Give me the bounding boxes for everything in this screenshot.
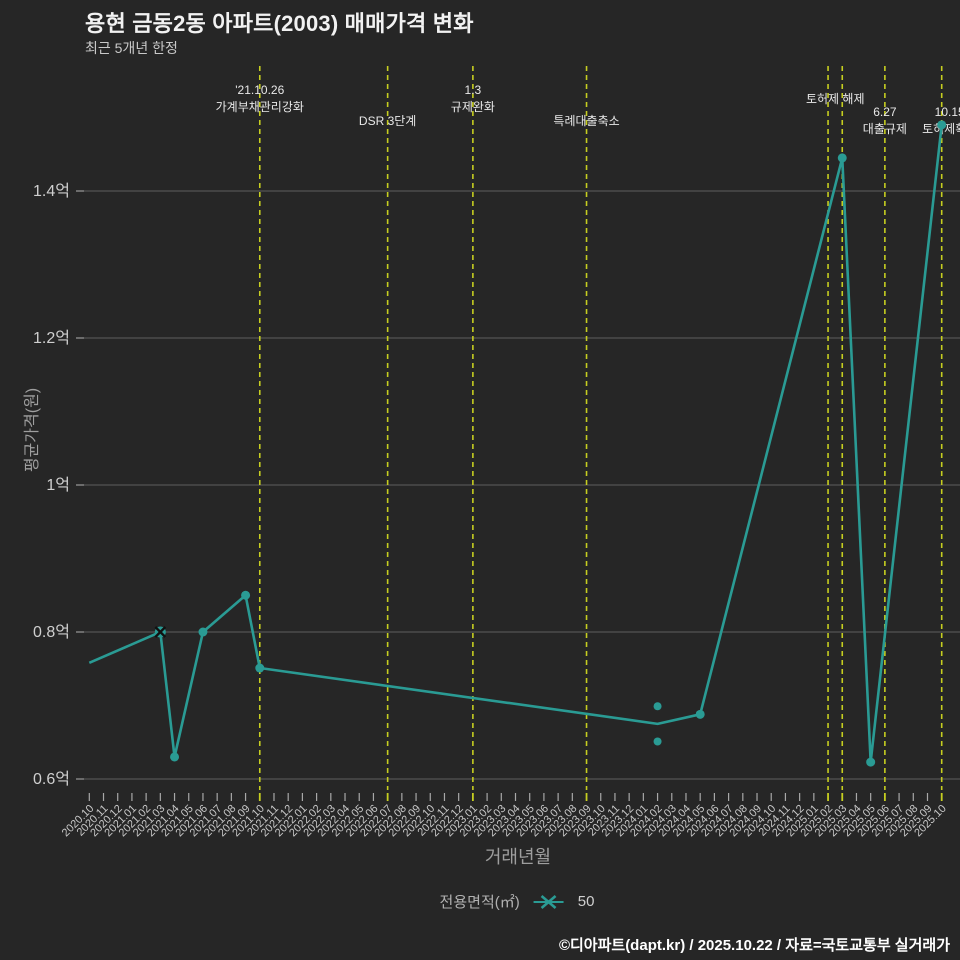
event-annotation: DSR 3단계: [359, 114, 416, 128]
event-annotation: 6.27: [873, 105, 897, 119]
chart-subtitle: 최근 5개년 한정: [85, 40, 178, 56]
legend-line-x-marker-icon: [533, 894, 564, 909]
y-tick-label: 1억: [46, 476, 70, 494]
y-tick-label: 1.2억: [33, 329, 70, 347]
series-line[interactable]: [88, 124, 943, 764]
data-point[interactable]: [837, 153, 847, 163]
x-axis-title: 거래년월: [484, 847, 552, 867]
legend-series-name: 50: [577, 893, 595, 910]
legend[interactable]: 전용면적(㎡) 50: [440, 891, 595, 912]
data-point[interactable]: [255, 663, 265, 673]
y-tick-label: 0.8억: [33, 623, 70, 641]
scatter-point[interactable]: [653, 737, 662, 746]
scatter-point[interactable]: [653, 702, 662, 711]
event-annotation: 규제완화: [451, 100, 495, 114]
event-annotation: 1.3: [465, 83, 482, 97]
y-tick-label: 0.6억: [33, 770, 70, 788]
page-title: 용현 금동2동 아파트(2003) 매매가격 변화: [85, 11, 474, 36]
event-annotation: 10.15: [935, 105, 960, 119]
data-point[interactable]: [866, 757, 876, 767]
event-annotation: 토허제 해제: [806, 92, 865, 106]
credit-footer: ©디아파트(dapt.kr) / 2025.10.22 / 자료=국토교통부 실…: [558, 937, 950, 954]
data-point[interactable]: [170, 752, 180, 762]
data-point[interactable]: [241, 590, 251, 600]
event-annotation: 대출규제: [863, 122, 907, 136]
event-annotation: 특례대출축소: [553, 114, 619, 128]
data-point[interactable]: [937, 120, 947, 130]
data-point[interactable]: [695, 709, 705, 719]
event-annotation: '21.10.26: [235, 83, 284, 97]
y-axis-title: 평균가격(원): [24, 387, 41, 473]
x-marker-icon: [154, 626, 167, 638]
y-tick-label: 1.4억: [33, 182, 70, 200]
legend-label: 전용면적(㎡): [439, 894, 520, 911]
event-annotation: 가계부채관리강화: [216, 100, 304, 114]
data-point[interactable]: [198, 627, 208, 637]
